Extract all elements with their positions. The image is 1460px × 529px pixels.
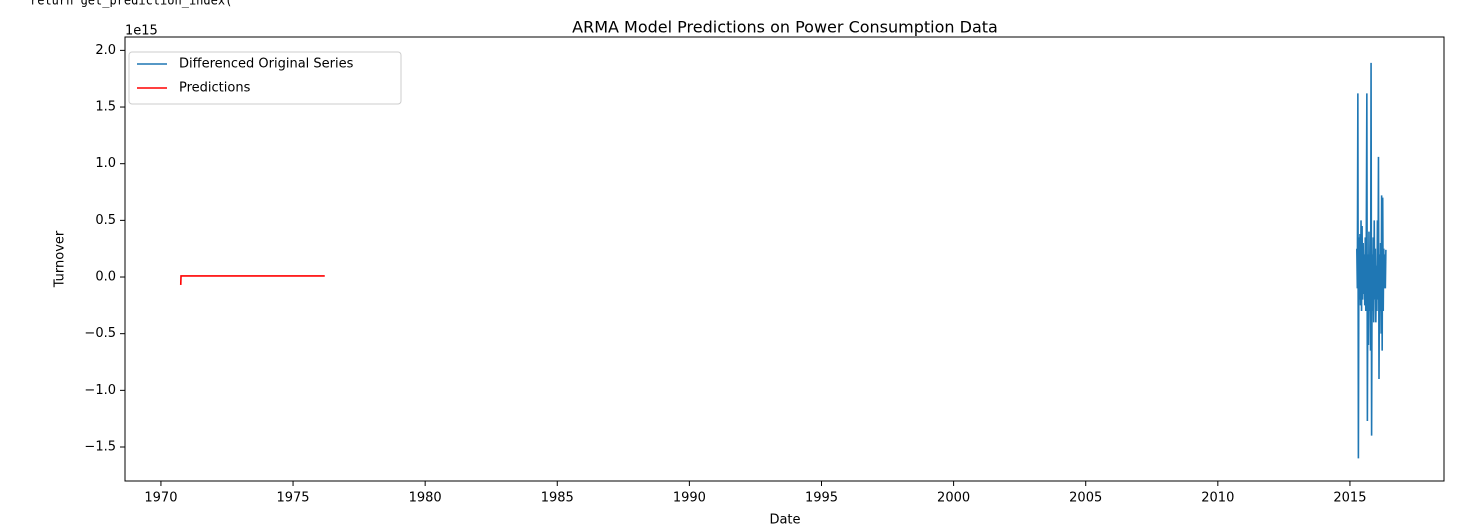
x-tick-label: 2000 <box>937 491 970 506</box>
y-tick-label: −1.0 <box>84 383 116 398</box>
x-tick-label: 1975 <box>276 491 309 506</box>
axes-frame <box>124 36 1445 482</box>
y-tick-label: −1.5 <box>84 440 116 455</box>
chart-title: ARMA Model Predictions on Power Consumpt… <box>572 18 998 37</box>
y-tick-label: 2.0 <box>95 43 116 58</box>
y-tick-label: 1.5 <box>95 100 116 115</box>
x-tick-label: 2005 <box>1069 491 1102 506</box>
series-line <box>179 275 325 285</box>
y-tick-label: 0.0 <box>95 270 116 285</box>
x-tick-label: 1970 <box>144 491 177 506</box>
legend-label: Predictions <box>179 81 251 96</box>
x-tick-label: 1985 <box>541 491 574 506</box>
x-tick-label: 1995 <box>805 491 838 506</box>
legend-label: Differenced Original Series <box>179 57 354 72</box>
y-axis-label: Turnover <box>53 230 68 288</box>
legend-box <box>128 51 402 105</box>
x-tick-label: 1980 <box>409 491 442 506</box>
x-tick-label: 1990 <box>673 491 706 506</box>
y-tick-label: −0.5 <box>84 326 116 341</box>
y-tick-label: 1.0 <box>95 156 116 171</box>
y-tick-label: 0.5 <box>95 213 116 228</box>
code-snippet: return get_prediction_index( <box>30 0 232 8</box>
series-line <box>1356 62 1387 459</box>
x-tick-label: 2010 <box>1201 491 1234 506</box>
x-axis-label: Date <box>769 513 800 528</box>
x-tick-label: 2015 <box>1333 491 1366 506</box>
y-offset-label: 1e15 <box>125 24 158 39</box>
